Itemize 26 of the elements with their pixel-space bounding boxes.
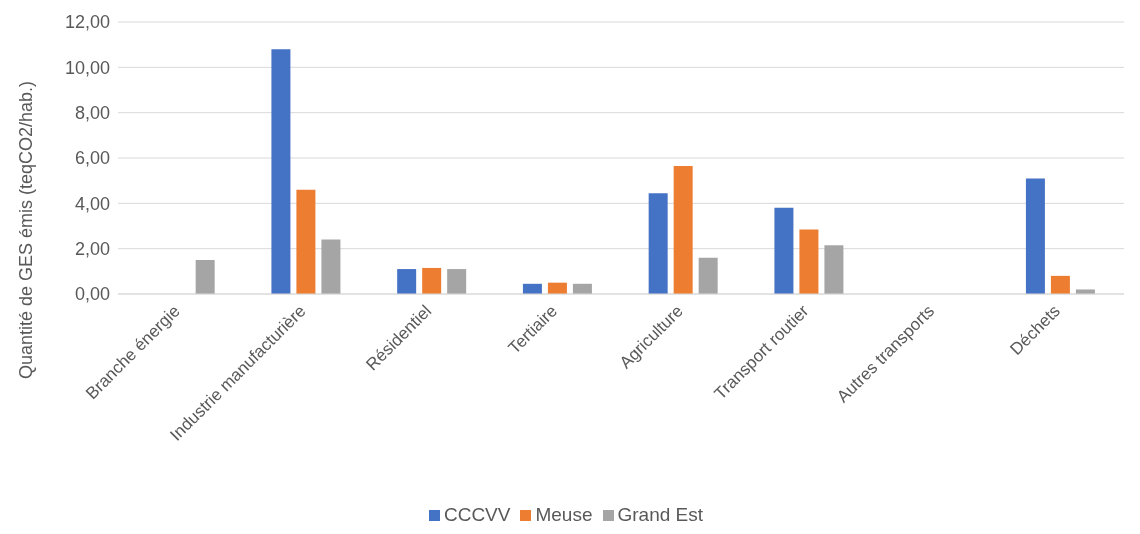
y-tick-label: 4,00 — [74, 193, 110, 214]
y-tick-label: 6,00 — [74, 148, 110, 169]
bar — [799, 229, 819, 294]
bar — [1025, 178, 1045, 294]
bar — [447, 269, 467, 294]
bar — [271, 49, 291, 294]
bar — [648, 193, 668, 294]
y-tick-label: 12,00 — [64, 12, 110, 33]
y-tick-label: 10,00 — [64, 57, 110, 78]
bar — [321, 239, 341, 294]
bar — [296, 189, 316, 294]
bar — [397, 269, 417, 294]
bar — [698, 257, 718, 294]
y-axis-title: Quantité de GES émis (teqCO2/hab.) — [16, 80, 36, 380]
y-tick-label: 0,00 — [74, 284, 110, 305]
bar — [673, 165, 693, 294]
legend-label: Grand Est — [617, 504, 704, 525]
legend-label: CCCVV — [443, 504, 511, 525]
y-tick-label: 8,00 — [74, 103, 110, 124]
y-tick-label: 2,00 — [74, 239, 110, 260]
bar — [422, 267, 442, 294]
bar — [824, 245, 844, 294]
legend-label: Meuse — [535, 504, 593, 525]
bar — [195, 260, 215, 294]
bar — [774, 207, 794, 294]
bar — [1050, 275, 1070, 294]
